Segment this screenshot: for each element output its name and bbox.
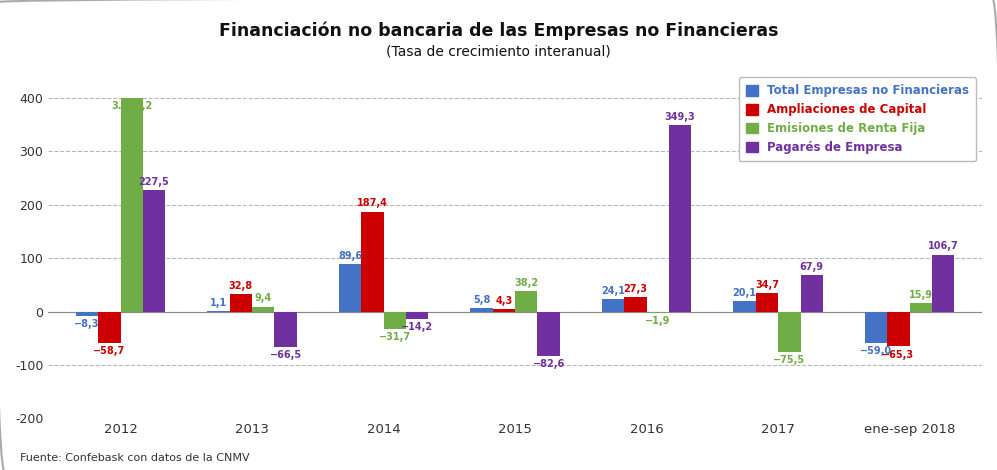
Text: −14,2: −14,2 xyxy=(401,322,434,332)
Text: 106,7: 106,7 xyxy=(928,242,958,251)
Text: −58,7: −58,7 xyxy=(94,346,126,356)
Text: 34,7: 34,7 xyxy=(755,280,779,290)
Bar xyxy=(515,291,537,312)
Text: (Tasa de crecimiento interanual): (Tasa de crecimiento interanual) xyxy=(386,45,611,59)
Bar xyxy=(734,301,756,312)
Bar xyxy=(624,297,647,312)
Text: Fuente: Confebask con datos de la CNMV: Fuente: Confebask con datos de la CNMV xyxy=(20,453,249,463)
Text: 15,9: 15,9 xyxy=(909,290,933,300)
Bar xyxy=(602,299,624,312)
Bar xyxy=(778,312,801,352)
Text: Financiación no bancaria de las Empresas no Financieras: Financiación no bancaria de las Empresas… xyxy=(218,21,779,39)
Text: 3.420,2: 3.420,2 xyxy=(111,101,153,111)
Text: 1,1: 1,1 xyxy=(210,298,227,308)
Text: −1,9: −1,9 xyxy=(645,316,671,326)
Text: −82,6: −82,6 xyxy=(532,359,564,369)
Bar xyxy=(865,312,887,343)
Bar xyxy=(887,312,909,346)
Text: 67,9: 67,9 xyxy=(800,262,824,272)
Text: 38,2: 38,2 xyxy=(514,278,538,288)
Bar xyxy=(99,312,121,343)
Bar xyxy=(406,312,429,319)
Text: −31,7: −31,7 xyxy=(379,332,411,342)
Bar xyxy=(207,311,229,312)
Bar xyxy=(493,309,515,312)
Bar xyxy=(143,190,166,312)
Bar xyxy=(801,275,823,312)
Text: 349,3: 349,3 xyxy=(665,112,696,122)
Bar xyxy=(384,312,406,329)
Bar xyxy=(471,308,493,312)
Bar xyxy=(121,98,143,312)
Text: 9,4: 9,4 xyxy=(254,293,272,303)
Text: 5,8: 5,8 xyxy=(473,295,491,306)
Bar xyxy=(229,294,252,312)
Text: 89,6: 89,6 xyxy=(338,251,362,260)
Text: 27,3: 27,3 xyxy=(623,284,647,294)
Bar xyxy=(756,293,778,312)
Bar xyxy=(76,312,99,316)
Bar xyxy=(932,255,954,312)
Text: 20,1: 20,1 xyxy=(733,288,757,298)
Text: 227,5: 227,5 xyxy=(139,177,169,187)
Bar xyxy=(274,312,297,347)
Text: −8,3: −8,3 xyxy=(75,319,100,329)
Text: −65,3: −65,3 xyxy=(882,350,914,360)
Text: 187,4: 187,4 xyxy=(357,198,388,208)
Legend: Total Empresas no Financieras, Ampliaciones de Capital, Emisiones de Renta Fija,: Total Empresas no Financieras, Ampliacio… xyxy=(739,77,976,161)
Text: 32,8: 32,8 xyxy=(229,281,253,291)
Text: 24,1: 24,1 xyxy=(601,285,625,296)
Bar xyxy=(252,306,274,312)
Text: −59,0: −59,0 xyxy=(860,346,892,356)
Bar xyxy=(361,212,384,312)
Bar xyxy=(647,312,669,313)
Bar xyxy=(537,312,560,356)
Text: −75,5: −75,5 xyxy=(774,355,806,365)
Bar xyxy=(339,264,361,312)
Bar xyxy=(909,303,932,312)
Text: −66,5: −66,5 xyxy=(269,350,302,360)
Bar xyxy=(669,125,691,312)
Text: 4,3: 4,3 xyxy=(496,296,512,306)
